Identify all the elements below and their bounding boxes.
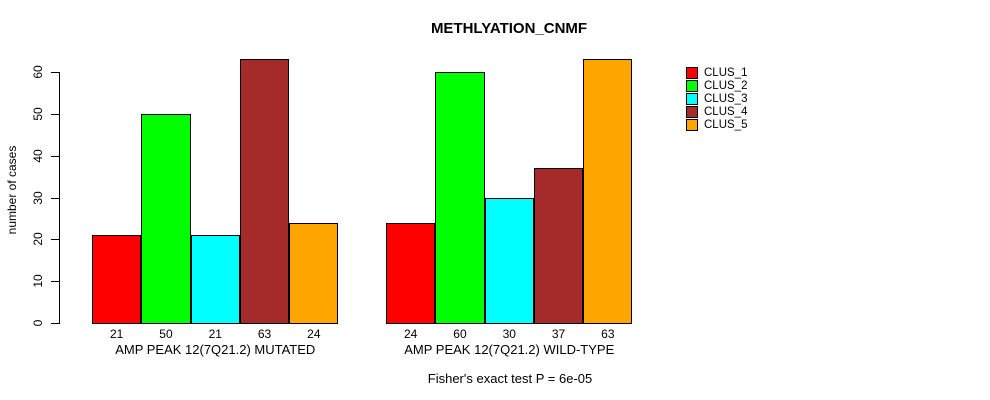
bar-value-label: 60 xyxy=(453,327,467,341)
y-axis-title: number of cases xyxy=(5,145,19,235)
legend-swatch-clus_2 xyxy=(686,79,698,92)
bar-value-label: 24 xyxy=(307,327,321,341)
bar-clus_3 xyxy=(484,197,534,324)
y-tick-label: 10 xyxy=(31,274,45,288)
bar-clus_1 xyxy=(92,235,142,324)
y-axis-tick xyxy=(51,197,59,199)
legend-swatch-clus_5 xyxy=(686,119,698,132)
bar-value-label: 21 xyxy=(208,327,222,341)
legend-swatch-clus_3 xyxy=(686,92,698,105)
bar-clus_2 xyxy=(141,113,191,324)
legend-swatch-clus_1 xyxy=(686,66,698,79)
y-axis-tick xyxy=(51,155,59,157)
y-axis-tick xyxy=(51,281,59,283)
y-axis-tick xyxy=(51,323,59,324)
bar-value-label: 24 xyxy=(403,327,418,341)
y-tick-label: 40 xyxy=(31,148,45,163)
legend-label: CLUS_1 xyxy=(704,66,748,79)
y-tick-label: 50 xyxy=(31,107,45,121)
group-label: AMP PEAK 12(7Q21.2) WILD-TYPE xyxy=(404,342,615,357)
legend-label: CLUS_2 xyxy=(704,79,748,92)
bar-clus_1 xyxy=(386,222,436,324)
bar-value-label: 21 xyxy=(109,327,124,341)
bar-clus_2 xyxy=(435,72,485,324)
y-tick-label: 30 xyxy=(31,190,45,205)
legend-label: CLUS_3 xyxy=(704,92,748,105)
bar-clus_3 xyxy=(190,235,240,324)
y-tick-label: 60 xyxy=(31,65,45,79)
group-label: AMP PEAK 12(7Q21.2) MUTATED xyxy=(115,342,316,357)
bar-clus_5 xyxy=(289,222,339,324)
legend-swatch-clus_4 xyxy=(686,106,698,119)
bar-value-label: 50 xyxy=(159,327,173,341)
legend-item: CLUS_1 xyxy=(686,66,747,79)
legend-item: CLUS_5 xyxy=(686,119,747,132)
bar-clus_4 xyxy=(533,168,584,324)
bar-value-label: 37 xyxy=(551,327,566,341)
legend: CLUS_1 CLUS_2 CLUS_3 CLUS_4 CLUS_5 xyxy=(686,66,747,132)
y-axis-line xyxy=(59,72,60,324)
y-tick-label: 0 xyxy=(31,319,45,327)
bar-clus_5 xyxy=(583,59,633,324)
bar-value-label: 63 xyxy=(257,327,272,341)
y-axis-tick xyxy=(51,72,59,73)
legend-item: CLUS_4 xyxy=(686,106,747,119)
bar-clus_4 xyxy=(239,59,290,324)
bar-value-label: 30 xyxy=(502,327,516,341)
y-axis-tick xyxy=(51,239,59,241)
legend-item: CLUS_2 xyxy=(686,79,747,92)
legend-item: CLUS_3 xyxy=(686,92,747,105)
bar-value-label: 63 xyxy=(601,327,615,341)
stat-annotation: Fisher's exact test P = 6e-05 xyxy=(427,371,593,386)
legend-label: CLUS_5 xyxy=(704,119,748,132)
legend-label: CLUS_4 xyxy=(704,106,748,119)
y-axis-tick xyxy=(51,113,59,115)
chart-title: METHLYATION_CNMF xyxy=(430,20,588,37)
y-tick-label: 20 xyxy=(31,232,45,247)
